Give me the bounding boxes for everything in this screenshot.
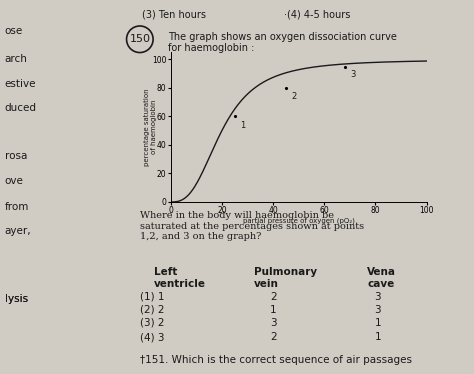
Text: Left: Left [154, 267, 177, 278]
Text: lysis: lysis [5, 294, 28, 304]
Text: estive: estive [5, 79, 36, 89]
Text: †151. Which is the correct sequence of air passages: †151. Which is the correct sequence of a… [140, 355, 412, 365]
Text: 3: 3 [374, 292, 381, 302]
Text: 2: 2 [270, 332, 277, 342]
Text: ose: ose [5, 26, 23, 36]
Text: (3) Ten hours: (3) Ten hours [142, 9, 206, 19]
Text: (1) 1: (1) 1 [140, 292, 164, 302]
Text: (2) 2: (2) 2 [140, 305, 164, 315]
Text: 150: 150 [129, 34, 150, 44]
Text: ventricle: ventricle [154, 279, 206, 289]
Text: Where in the body will haemoglobin be
saturated at the percentages shown at poin: Where in the body will haemoglobin be sa… [140, 211, 364, 241]
Text: for haemoglobin :: for haemoglobin : [168, 43, 255, 53]
Text: arch: arch [5, 54, 27, 64]
Text: cave: cave [367, 279, 394, 289]
Text: (3) 2: (3) 2 [140, 318, 164, 328]
Y-axis label: percentage saturation
of haemoglobin: percentage saturation of haemoglobin [144, 88, 157, 166]
Text: Vena: Vena [367, 267, 396, 278]
Text: 2: 2 [291, 92, 296, 101]
Text: 1: 1 [270, 305, 277, 315]
Text: ove: ove [5, 176, 24, 186]
Text: from: from [5, 202, 29, 212]
X-axis label: partial pressure of oxygen (pO₂): partial pressure of oxygen (pO₂) [243, 218, 355, 224]
Text: ayer,: ayer, [5, 226, 31, 236]
Text: duced: duced [5, 103, 37, 113]
Text: ·(4) 4-5 hours: ·(4) 4-5 hours [284, 9, 351, 19]
Text: 3: 3 [350, 70, 355, 79]
Text: 1: 1 [240, 121, 245, 130]
Text: 1: 1 [374, 318, 381, 328]
Text: 3: 3 [374, 305, 381, 315]
Text: 3: 3 [270, 318, 277, 328]
Text: 1: 1 [374, 332, 381, 342]
Text: lysis: lysis [5, 294, 28, 304]
Text: Pulmonary: Pulmonary [254, 267, 317, 278]
Text: vein: vein [254, 279, 278, 289]
Text: 2: 2 [270, 292, 277, 302]
Text: rosa: rosa [5, 151, 27, 162]
Text: (4) 3: (4) 3 [140, 332, 164, 342]
Text: The graph shows an oxygen dissociation curve: The graph shows an oxygen dissociation c… [168, 32, 397, 42]
